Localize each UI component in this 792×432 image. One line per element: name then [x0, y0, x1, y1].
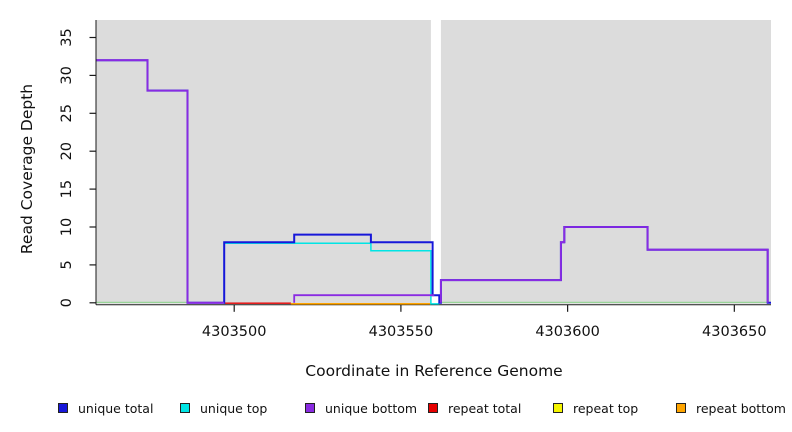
- legend-label-repeat-bottom: repeat bottom: [696, 400, 786, 416]
- legend-item-unique-total: unique total: [58, 399, 153, 417]
- chart-legend: unique total unique top unique bottom repea…: [0, 399, 792, 419]
- legend-item-unique-bottom: unique bottom: [305, 399, 417, 417]
- y-tick-label-10: 10: [59, 218, 75, 236]
- legend-item-repeat-top: repeat top: [553, 399, 638, 417]
- y-axis-title: Read Coverage Depth: [18, 83, 36, 255]
- y-tick-label-5: 5: [59, 260, 75, 269]
- y-tick-label-35: 35: [59, 28, 75, 46]
- x-tick-label-4303550: 4303550: [369, 324, 434, 340]
- legend-swatch-unique-bottom: [305, 403, 315, 413]
- legend-swatch-unique-top: [180, 403, 190, 413]
- series-unique-bottom-line: [293, 294, 435, 303]
- legend-label-unique-total: unique total: [78, 400, 154, 416]
- legend-item-unique-top: unique top: [180, 399, 267, 417]
- legend-label-unique-top: unique top: [200, 400, 268, 416]
- y-tick-label-25: 25: [59, 104, 75, 122]
- y-tick-label-30: 30: [59, 66, 75, 84]
- legend-swatch-repeat-total: [428, 403, 438, 413]
- y-tick-label-20: 20: [59, 142, 75, 160]
- series-unique-bottom-line: [96, 59, 225, 304]
- x-tick-label-4303600: 4303600: [535, 324, 600, 340]
- legend-item-repeat-bottom: repeat bottom: [676, 399, 786, 417]
- legend-label-repeat-total: repeat total: [448, 400, 522, 416]
- legend-swatch-unique-total: [58, 403, 68, 413]
- legend-swatch-repeat-top: [553, 403, 563, 413]
- legend-label-unique-bottom: unique bottom: [325, 400, 418, 416]
- legend-item-repeat-total: repeat total: [428, 399, 521, 417]
- legend-label-repeat-top: repeat top: [573, 400, 639, 416]
- y-tick-label-0: 0: [59, 298, 75, 307]
- x-axis-title: Coordinate in Reference Genome: [305, 362, 563, 380]
- masked-region: [430, 20, 441, 304]
- y-tick-label-15: 15: [59, 180, 75, 198]
- x-tick-label-4303500: 4303500: [202, 324, 267, 340]
- series-unique-bottom-line: [440, 226, 769, 303]
- legend-swatch-repeat-bottom: [676, 403, 686, 413]
- x-tick-label-4303650: 4303650: [702, 324, 767, 340]
